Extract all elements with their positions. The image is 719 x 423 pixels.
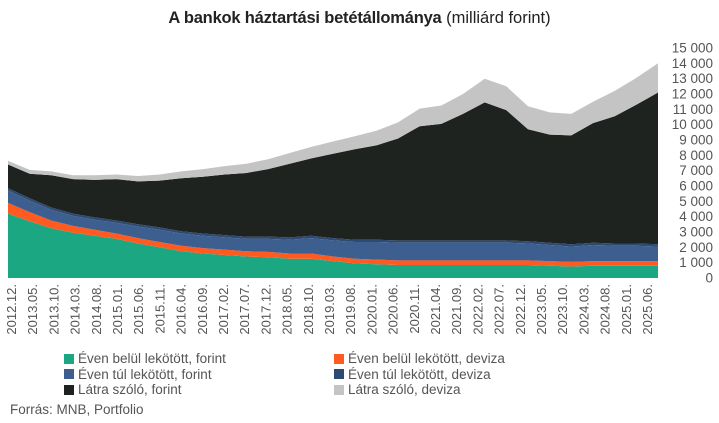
x-tick-label: 2017.07. [237, 284, 252, 335]
x-tick-label: 2014.08. [89, 284, 104, 335]
legend-item: Látra szóló, forint [64, 382, 182, 397]
x-tick-label: 2022.12. [513, 284, 528, 335]
area-series-6 [8, 63, 658, 182]
y-tick-label: 1 000 [679, 255, 713, 270]
chart-title-unit: (milliárd forint) [446, 9, 551, 27]
x-tick-label: 2015.06. [131, 284, 146, 335]
source-note: Forrás: MNB, Portfolio [10, 402, 144, 417]
x-tick-label: 2013.10. [46, 284, 61, 335]
x-tick-label: 2022.02. [470, 284, 485, 335]
legend-label: Éven túl lekötött, deviza [348, 366, 491, 382]
y-tick-label: 12 000 [672, 87, 713, 102]
y-tick-label: 11 000 [673, 102, 713, 117]
x-tick-label: 2024.03. [576, 284, 591, 335]
area-series-3 [8, 190, 658, 262]
legend-swatch [64, 369, 74, 379]
legend-label: Éven belül lekötött, forint [78, 351, 226, 366]
x-tick-label: 2020.06. [386, 284, 401, 335]
x-tick-label: 2025.01. [619, 284, 634, 335]
y-tick-label: 2 000 [679, 240, 713, 255]
x-tick-label: 2021.09. [449, 284, 464, 335]
y-tick-label: 9 000 [679, 133, 713, 148]
legend-item: Látra szóló, deviza [334, 382, 461, 397]
y-tick-label: 15 000 [672, 41, 713, 56]
x-tick-label: 2021.04. [428, 284, 443, 335]
legend-item: Éven túl lekötött, forint [64, 367, 212, 382]
x-tick-label: 2024.08. [598, 284, 613, 335]
legend-swatch [334, 384, 344, 395]
x-tick-label: 2025.06. [640, 284, 655, 335]
x-tick-label: 2020.01. [364, 284, 379, 335]
x-tick-label: 2023.05. [534, 284, 549, 335]
x-tick-label: 2018.10. [301, 284, 316, 335]
legend-swatch [64, 384, 74, 395]
legend-item: Éven belül lekötött, forint [64, 351, 226, 366]
x-tick-label: 2020.11. [407, 284, 422, 334]
x-tick-label: 2018.05. [280, 284, 295, 335]
x-tick-label: 2014.03. [68, 284, 83, 335]
x-tick-label: 2022.07. [492, 284, 507, 335]
y-tick-label: 10 000 [672, 117, 713, 132]
legend-item: Éven belül lekötött, deviza [334, 351, 505, 366]
legend-label: Látra szóló, deviza [348, 382, 461, 397]
x-tick-label: 2015.01. [110, 284, 125, 335]
x-tick-label: 2019.03. [322, 284, 337, 335]
legend-swatch [334, 369, 344, 379]
chart-title: A bankok háztartási betétállománya (mill… [0, 9, 719, 28]
y-tick-label: 13 000 [672, 71, 713, 86]
legend-label: Éven túl lekötött, forint [78, 366, 212, 382]
legend-item: Éven túl lekötött, deviza [334, 367, 491, 382]
y-tick-label: 7 000 [679, 163, 713, 178]
x-tick-label: 2017.12. [258, 284, 273, 335]
x-tick-label: 2013.05. [25, 284, 40, 335]
area-series-5 [8, 92, 658, 245]
x-tick-label: 2023.10. [555, 284, 570, 335]
x-tick-label: 2019.08. [343, 284, 358, 335]
x-tick-label: 2016.04. [174, 284, 189, 335]
x-tick-label: 2015.11. [152, 284, 167, 334]
chart-title-main: A bankok háztartási betétállománya [168, 9, 442, 27]
area-series-1 [8, 213, 658, 278]
legend-swatch [334, 353, 344, 364]
legend-label: Látra szóló, forint [78, 382, 182, 397]
x-tick-label: 2012.12. [4, 284, 19, 335]
legend-swatch [64, 353, 74, 364]
y-tick-label: 3 000 [679, 225, 713, 240]
y-tick-label: 0 [705, 271, 713, 286]
x-tick-label: 2016.09. [195, 284, 210, 335]
y-tick-label: 6 000 [679, 179, 713, 194]
y-tick-label: 14 000 [672, 56, 713, 71]
y-tick-label: 4 000 [679, 209, 713, 224]
x-tick-label: 2017.02. [216, 284, 231, 335]
legend-label: Éven belül lekötött, deviza [348, 351, 505, 366]
y-tick-label: 5 000 [679, 194, 713, 209]
y-tick-label: 8 000 [679, 148, 713, 163]
